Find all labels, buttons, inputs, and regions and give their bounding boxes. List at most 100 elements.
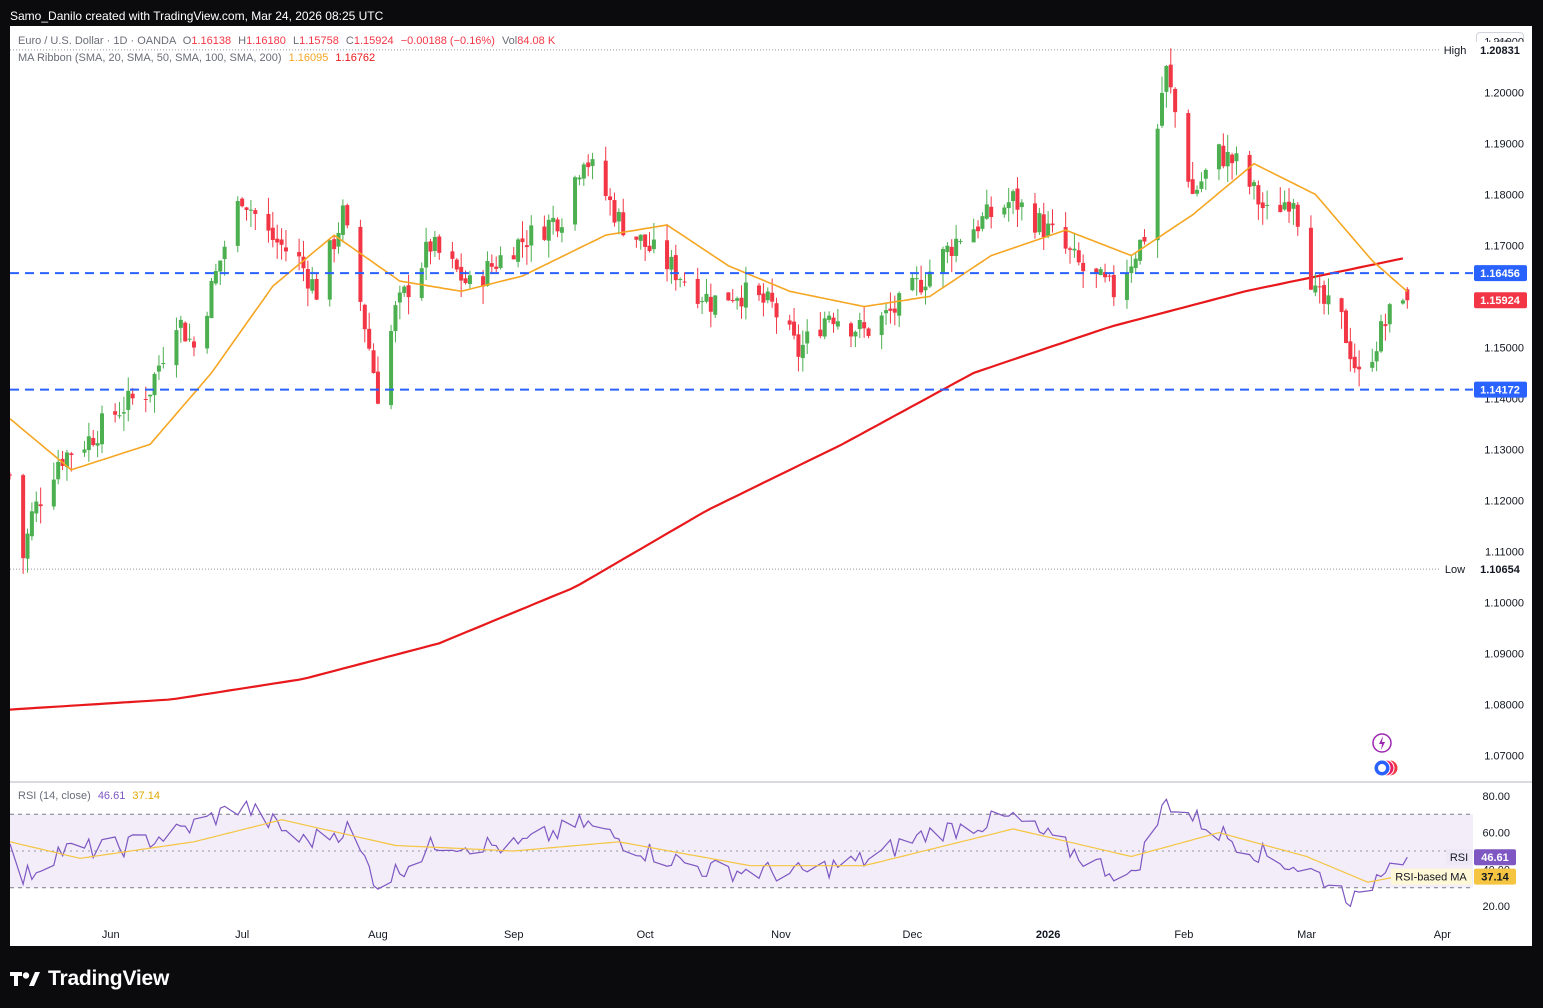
- candle-body: [1405, 289, 1410, 301]
- candle: [279, 228, 284, 260]
- candle-body: [244, 207, 249, 210]
- symbol-name: Euro / U.S. Dollar · 1D · OANDA: [18, 35, 176, 47]
- candle: [682, 272, 687, 287]
- candle-body: [945, 245, 950, 253]
- candle: [835, 308, 840, 330]
- candle-body: [757, 285, 762, 296]
- candle: [1050, 209, 1055, 233]
- candle-body: [971, 229, 976, 243]
- time-tick-label: Oct: [637, 929, 654, 941]
- candle: [419, 262, 424, 301]
- candle: [1291, 198, 1296, 226]
- candle: [866, 327, 871, 339]
- candle-body: [1326, 295, 1331, 305]
- candle-body: [406, 285, 411, 298]
- candle: [1164, 64, 1169, 108]
- candle-body: [559, 227, 564, 233]
- candle: [831, 312, 836, 333]
- candle: [919, 265, 924, 295]
- candle-body: [253, 210, 258, 214]
- candle-body: [708, 296, 713, 312]
- candle-body: [156, 365, 161, 372]
- candle: [822, 311, 827, 340]
- candle: [1006, 187, 1011, 222]
- candle-body: [713, 295, 718, 315]
- candle: [827, 311, 832, 323]
- candle-body: [643, 234, 648, 247]
- rsi-ma-tag-label: RSI-based MA: [1395, 872, 1467, 884]
- low-tag-label-bg: [1439, 561, 1472, 578]
- candle: [437, 234, 442, 260]
- ma-ribbon-title: MA Ribbon (SMA, 20, SMA, 50, SMA, 100, S…: [18, 52, 282, 64]
- candle-body: [919, 279, 924, 293]
- candle-body: [86, 436, 91, 451]
- candle-body: [735, 298, 740, 301]
- candle: [310, 267, 315, 294]
- candle: [152, 372, 157, 413]
- candle-body: [161, 363, 166, 365]
- candle-body: [1203, 169, 1208, 179]
- candle: [774, 297, 779, 334]
- candle: [1352, 343, 1357, 373]
- candle: [498, 246, 503, 270]
- candle-body: [467, 275, 472, 284]
- candle-body: [520, 238, 525, 243]
- high-tag-label: High: [1444, 45, 1467, 57]
- candle-body: [1195, 189, 1200, 194]
- price-tick-label: 1.18000: [1484, 189, 1524, 201]
- candle: [739, 285, 744, 319]
- candle: [156, 355, 161, 380]
- open-value: 1.16138: [191, 35, 232, 47]
- rsi-tick-label: 20.00: [1482, 901, 1510, 913]
- candle: [945, 242, 950, 264]
- candle: [989, 196, 994, 229]
- candle-body: [345, 205, 350, 226]
- candle: [91, 429, 96, 447]
- candle: [126, 377, 131, 422]
- candle: [1037, 207, 1042, 235]
- candle: [669, 250, 674, 284]
- candle-body: [367, 328, 372, 349]
- candle: [148, 394, 153, 403]
- support-tag-value-bg: [1474, 381, 1527, 398]
- rsi-ma-line: [10, 819, 1408, 883]
- candle-body: [1046, 223, 1051, 236]
- ma-legend: MA Ribbon (SMA, 20, SMA, 50, SMA, 100, S…: [18, 52, 375, 64]
- candle: [213, 263, 218, 286]
- candle: [888, 292, 893, 324]
- candle-body: [603, 160, 608, 196]
- candle-body: [498, 255, 503, 268]
- candle-body: [56, 461, 61, 480]
- candle: [949, 239, 954, 273]
- candle: [1098, 266, 1103, 276]
- candle-body: [1230, 154, 1235, 164]
- candle-body: [573, 177, 578, 225]
- high-label: H: [238, 35, 247, 47]
- candle: [792, 308, 797, 340]
- candle: [340, 199, 345, 243]
- candle: [253, 207, 258, 231]
- candle: [590, 152, 595, 180]
- low-label: L: [292, 35, 300, 47]
- candle: [581, 162, 586, 186]
- candle-body: [235, 201, 240, 246]
- candle-body: [761, 293, 766, 303]
- candle: [143, 386, 148, 413]
- candle: [240, 197, 245, 208]
- candle: [367, 312, 372, 351]
- candle: [1247, 150, 1252, 195]
- rsi-tag-value-bg: [1474, 849, 1516, 866]
- candle-body: [1133, 258, 1138, 269]
- candle-body: [730, 300, 735, 302]
- candle-body: [82, 449, 87, 453]
- candle: [757, 283, 762, 301]
- chart-frame[interactable]: Euro / U.S. Dollar · 1D · OANDA O1.16138…: [10, 26, 1532, 946]
- candle: [362, 303, 367, 343]
- candle: [305, 260, 310, 307]
- candle-body: [489, 263, 494, 267]
- candle-body: [665, 240, 670, 270]
- time-tick-label: Aug: [368, 929, 388, 941]
- candle-body: [69, 453, 74, 456]
- candle: [1216, 143, 1221, 181]
- candle: [713, 295, 718, 319]
